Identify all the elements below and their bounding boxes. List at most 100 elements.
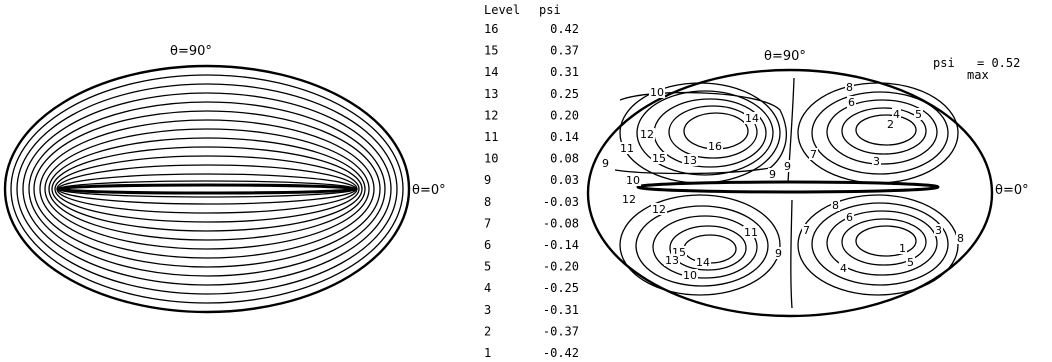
- contour-label-bg: [651, 152, 667, 164]
- contour-level-label: 3: [935, 224, 942, 237]
- left-contour-line: [10, 74, 404, 304]
- table-level-cell: 6: [484, 238, 491, 252]
- table-psi-cell: -0.03: [543, 195, 579, 209]
- left-contour-line: [54, 155, 360, 223]
- left-contour-line: [51, 146, 363, 232]
- contour-label-bg: [664, 254, 680, 266]
- contour-level-label: 4: [893, 108, 900, 121]
- left-contour-line: [57, 180, 357, 198]
- contour-label-bg: [619, 142, 635, 154]
- contour-label-bg: [649, 86, 665, 98]
- contour-level-label: 10: [683, 269, 697, 282]
- contour-label-bg: [845, 211, 854, 223]
- table-level-cell: 7: [484, 216, 491, 230]
- table-level-cell: 3: [484, 303, 491, 317]
- left-theta-90-label: θ=90°: [170, 44, 212, 59]
- right-contour-line: [811, 202, 949, 286]
- right-contour-line: [790, 199, 793, 309]
- table-psi-cell: -0.14: [543, 238, 579, 252]
- table-level-cell: 11: [484, 130, 498, 144]
- contour-label-bg: [898, 242, 907, 254]
- contour-level-label: 12: [652, 203, 666, 216]
- psi-max-label: psi: [933, 56, 955, 70]
- contour-label-bg: [831, 199, 840, 211]
- table-psi-cell: -0.20: [543, 260, 579, 274]
- right-outer-boundary: [586, 68, 994, 318]
- contour-label-bg: [601, 157, 610, 169]
- right-contour-line: [841, 218, 927, 266]
- contour-label-bg: [845, 81, 854, 93]
- table-header-level: Level: [484, 3, 520, 17]
- right-contour-line: [652, 215, 758, 279]
- left-theta-0-label: θ=0°: [412, 183, 446, 198]
- right-contour-line: [855, 114, 917, 146]
- table-psi-cell: -0.08: [543, 216, 579, 230]
- contour-label-bg: [809, 148, 818, 160]
- contour-label-bg: [872, 155, 881, 167]
- left-contour-line: [44, 128, 370, 250]
- left-contour-line: [22, 92, 392, 286]
- table-level-cell: 16: [484, 22, 498, 36]
- table-psi-cell: -0.37: [543, 324, 579, 338]
- contour-label-bg: [802, 224, 811, 236]
- table-psi-cell: -0.42: [543, 346, 579, 360]
- table-psi-cell: -0.31: [543, 303, 579, 317]
- contour-level-label: 11: [620, 142, 634, 155]
- table-level-cell: 5: [484, 260, 491, 274]
- right-contour-line: [668, 105, 758, 159]
- table-level-cell: 4: [484, 281, 491, 295]
- right-contour-line: [826, 210, 938, 276]
- left-contour-line: [28, 101, 386, 277]
- contour-level-label: 12: [622, 193, 636, 206]
- contour-level-label: 9: [769, 168, 776, 181]
- right-contour-line: [841, 107, 927, 155]
- contour-label-bg: [956, 232, 965, 244]
- contour-label-bg: [744, 112, 760, 124]
- contour-level-label: 15: [652, 152, 666, 165]
- contour-label-bg: [914, 108, 923, 120]
- table-level-cell: 2: [484, 324, 491, 338]
- table-psi-cell: 0.03: [550, 173, 579, 187]
- right-contour-line: [619, 194, 781, 296]
- table-psi-cell: 0.08: [550, 152, 579, 166]
- contour-level-label: 5: [907, 256, 914, 269]
- contour-level-label: 14: [745, 112, 759, 125]
- contour-level-label: 3: [873, 155, 880, 168]
- right-contour-line: [619, 82, 781, 184]
- contour-level-label: 7: [803, 224, 810, 237]
- table-level-cell: 8: [484, 195, 491, 209]
- contour-level-label: 2: [887, 118, 894, 131]
- contour-level-label: 10: [626, 174, 640, 187]
- table-level-cell: 10: [484, 152, 498, 166]
- left-outer-boundary: [3, 64, 411, 314]
- contour-level-label: 6: [848, 96, 855, 109]
- psi-max-subscript: max: [967, 68, 989, 82]
- contour-label-bg: [768, 168, 777, 180]
- right-inner-body: [636, 180, 940, 194]
- right-contour-line: [855, 225, 917, 257]
- contour-label-bg: [743, 226, 759, 238]
- contour-label-bg: [707, 140, 723, 152]
- table-level-cell: 13: [484, 87, 498, 101]
- contour-label-bg: [774, 247, 783, 259]
- contour-label-bg: [639, 128, 655, 140]
- contour-label-bg: [934, 224, 943, 236]
- table-psi-cell: 0.25: [550, 87, 579, 101]
- contour-level-label: 12: [640, 128, 654, 141]
- contour-level-label: 10: [650, 86, 664, 99]
- contour-level-label: 14: [696, 256, 710, 269]
- right-contour-line: [636, 90, 774, 176]
- contour-label-bg: [886, 118, 895, 130]
- contour-level-label: 6: [846, 211, 853, 224]
- contour-level-label: 16: [708, 140, 722, 153]
- table-level-cell: 12: [484, 108, 498, 122]
- contour-label-bg: [892, 108, 901, 120]
- contour-level-label: 9: [784, 160, 791, 173]
- contour-level-label: 13: [683, 154, 697, 167]
- table-psi-cell: 0.42: [550, 22, 579, 36]
- right-contour-line: [826, 99, 938, 165]
- table-psi-cell: 0.37: [550, 44, 579, 58]
- contour-level-label: 9: [775, 247, 782, 260]
